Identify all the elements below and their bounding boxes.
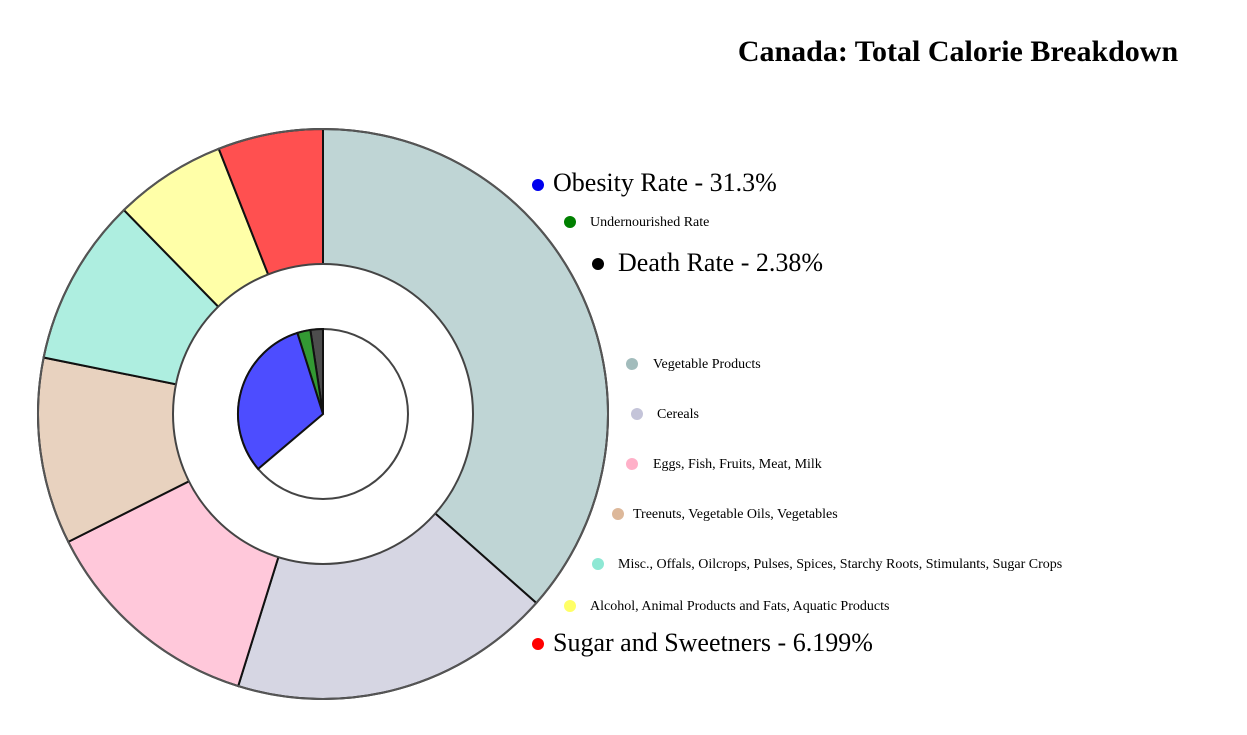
legend-label: Obesity Rate - 31.3% <box>553 168 777 197</box>
legend-label: Sugar and Sweetners - 6.199% <box>553 628 873 657</box>
legend-label: Treenuts, Vegetable Oils, Vegetables <box>633 507 838 522</box>
legend-item-misc-offals-oilcrops-pulses-spices-starchy-roots-stimulants-sugar-crops: Misc., Offals, Oilcrops, Pulses, Spices,… <box>592 557 1062 572</box>
legend-item-sugar-and-sweetners-6-199: Sugar and Sweetners - 6.199% <box>532 628 873 657</box>
legend-label: Alcohol, Animal Products and Fats, Aquat… <box>590 599 889 614</box>
inner-ring <box>237 327 409 500</box>
legend-item-eggs-fish-fruits-meat-milk: Eggs, Fish, Fruits, Meat, Milk <box>626 457 822 472</box>
legend-marker <box>592 558 604 570</box>
legend-item-treenuts-vegetable-oils-vegetables: Treenuts, Vegetable Oils, Vegetables <box>612 507 838 522</box>
legend-marker <box>612 508 624 520</box>
legend-label: Eggs, Fish, Fruits, Meat, Milk <box>653 457 822 472</box>
legend-marker <box>532 179 544 191</box>
legend-item-cereals: Cereals <box>631 407 699 422</box>
legend-item-vegetable-products: Vegetable Products <box>626 357 761 372</box>
legend-marker <box>626 458 638 470</box>
legend-label: Death Rate - 2.38% <box>618 248 823 277</box>
chart-title: Canada: Total Calorie Breakdown <box>738 35 1179 68</box>
legend-item-death-rate-2-38: Death Rate - 2.38% <box>592 248 823 277</box>
legend-label: Undernourished Rate <box>590 215 709 230</box>
legend-item-obesity-rate-31-3: Obesity Rate - 31.3% <box>532 168 777 197</box>
legend-marker <box>564 600 576 612</box>
legend-marker <box>592 258 604 270</box>
legend-item-alcohol-animal-products-and-fats-aquatic-products: Alcohol, Animal Products and Fats, Aquat… <box>564 599 889 614</box>
legend-marker <box>626 358 638 370</box>
legend-label: Cereals <box>657 407 699 422</box>
legend-item-undernourished-rate: Undernourished Rate <box>564 215 709 230</box>
outer-ring-border <box>37 128 609 700</box>
legend-marker <box>564 216 576 228</box>
legend-marker <box>532 638 544 650</box>
legend-marker <box>631 408 643 420</box>
legend: Obesity Rate - 31.3% Undernourished Rate D… <box>532 168 1062 657</box>
legend-label: Vegetable Products <box>653 357 761 372</box>
legend-label: Misc., Offals, Oilcrops, Pulses, Spices,… <box>618 557 1062 572</box>
inner-slice-obesity-rate-31-3 <box>237 331 325 471</box>
